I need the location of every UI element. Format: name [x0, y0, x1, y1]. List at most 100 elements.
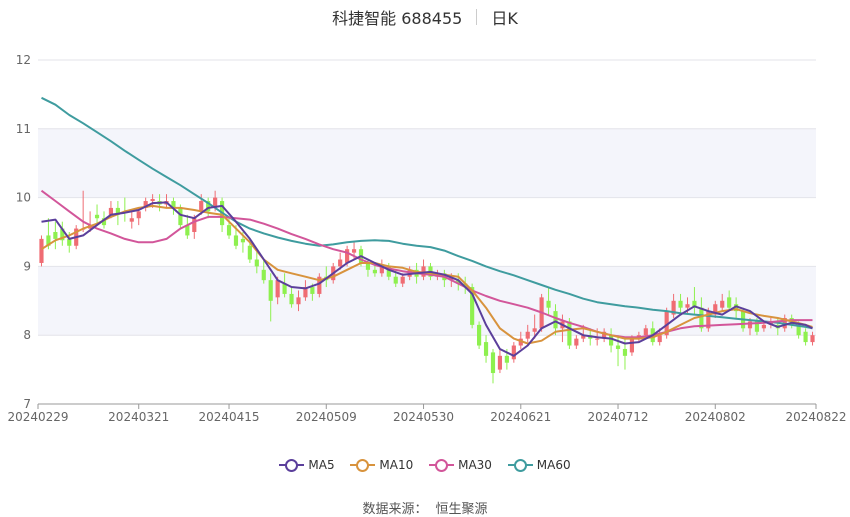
candle-body [171, 201, 176, 208]
candle-body [720, 300, 725, 308]
candle-body [504, 355, 509, 363]
candle-body [761, 324, 766, 329]
candle-body [233, 235, 239, 246]
source-label: 数据来源： [362, 502, 428, 517]
candle-body [810, 335, 815, 343]
x-tick-label: 20240321 [108, 410, 169, 424]
candle-body [574, 338, 579, 346]
candle-body [727, 297, 732, 308]
candle-body [803, 331, 808, 343]
candle-body [595, 338, 600, 340]
moving-average-lines [40, 96, 813, 357]
candle-body [664, 311, 669, 336]
candle-body [470, 287, 475, 325]
candle-body [747, 321, 753, 329]
candle-body [713, 304, 718, 315]
candle-body [338, 259, 343, 267]
candle-body [310, 287, 315, 294]
candle-body [699, 307, 704, 329]
plot-band [38, 266, 816, 336]
candle-body [657, 335, 662, 343]
candle-body [178, 207, 183, 226]
candle-body [463, 283, 468, 288]
legend-item-ma60[interactable]: MA60 [507, 458, 571, 472]
legend-item-ma30[interactable]: MA30 [429, 458, 492, 472]
legend-label-ma5: MA5 [308, 458, 335, 472]
legend-swatch-ma30 [429, 459, 455, 472]
candle-body [483, 342, 489, 356]
candle-body [226, 225, 232, 236]
stock-title: 科捷智能 688455 [332, 9, 463, 28]
x-tick-label: 20240509 [296, 410, 357, 424]
plot-background-bands [38, 128, 816, 336]
y-tick-label: 8 [23, 328, 31, 342]
candle-body [622, 348, 628, 356]
candle-body [296, 297, 301, 305]
y-tick-label: 12 [16, 53, 31, 67]
legend-swatch-ma10 [350, 459, 376, 472]
candle-body [129, 218, 134, 222]
candle-body [567, 321, 572, 346]
candle-body [581, 335, 586, 339]
candle-body [615, 345, 621, 349]
title-separator [476, 9, 478, 25]
x-tick-label: 20240621 [490, 410, 551, 424]
candle-body [608, 335, 614, 346]
x-tick-label: 20240415 [198, 410, 259, 424]
candle-body [136, 211, 141, 219]
candle-body [754, 321, 760, 332]
candle-body [602, 331, 607, 339]
candle-body [345, 249, 350, 263]
candle-body [796, 324, 801, 336]
y-tick-label: 11 [16, 122, 31, 136]
candle-body [671, 300, 676, 315]
candle-body [303, 287, 308, 298]
x-tick-label: 20240530 [393, 410, 454, 424]
legend-swatch-ma5 [279, 459, 305, 472]
x-tick-label: 20240822 [785, 410, 846, 424]
candle-body [192, 218, 197, 232]
grid-lines [38, 59, 816, 405]
legend-swatch-ma60 [507, 459, 533, 472]
candle-body [53, 232, 58, 239]
candle-body [289, 293, 294, 305]
candle-body [421, 266, 426, 277]
data-source: 数据来源： 恒生聚源 [0, 498, 850, 517]
y-tick-label: 9 [23, 259, 31, 273]
legend-item-ma10[interactable]: MA10 [350, 458, 413, 472]
ma10-line [40, 204, 813, 345]
candle-body [143, 201, 148, 208]
y-axis: 7 8 9 10 11 12 [16, 53, 31, 411]
chart-title: 科捷智能 688455 日K [0, 5, 850, 29]
legend-item-ma5[interactable]: MA5 [279, 458, 335, 472]
candle-body [643, 328, 648, 336]
candle-body [685, 304, 690, 308]
candle-body [108, 207, 114, 215]
candle-body [400, 276, 405, 284]
candle-body [692, 300, 697, 308]
candle-body [386, 266, 391, 277]
candle-body [393, 276, 398, 284]
candle-body [101, 218, 107, 226]
candle-body [268, 280, 273, 301]
candle-body [282, 283, 287, 294]
candle-body [553, 311, 558, 329]
candle-body [734, 304, 739, 312]
ma30-line [40, 189, 813, 339]
period-label: 日K [491, 9, 518, 28]
legend-label-ma60: MA60 [536, 458, 571, 472]
candle-body [240, 238, 246, 243]
candle-body [247, 245, 252, 260]
candle-body [150, 198, 155, 202]
candle-body [60, 228, 65, 241]
x-axis: 20240229 20240321 20240415 20240509 20240530… [7, 403, 847, 424]
ma5-line [41, 201, 813, 357]
candle-body [525, 331, 530, 339]
candle-body [199, 201, 204, 212]
legend: MA5 MA10 MA30 MA60 [0, 458, 850, 474]
candle-body [497, 355, 503, 370]
candle-body [213, 197, 218, 208]
candle-body [351, 249, 357, 253]
